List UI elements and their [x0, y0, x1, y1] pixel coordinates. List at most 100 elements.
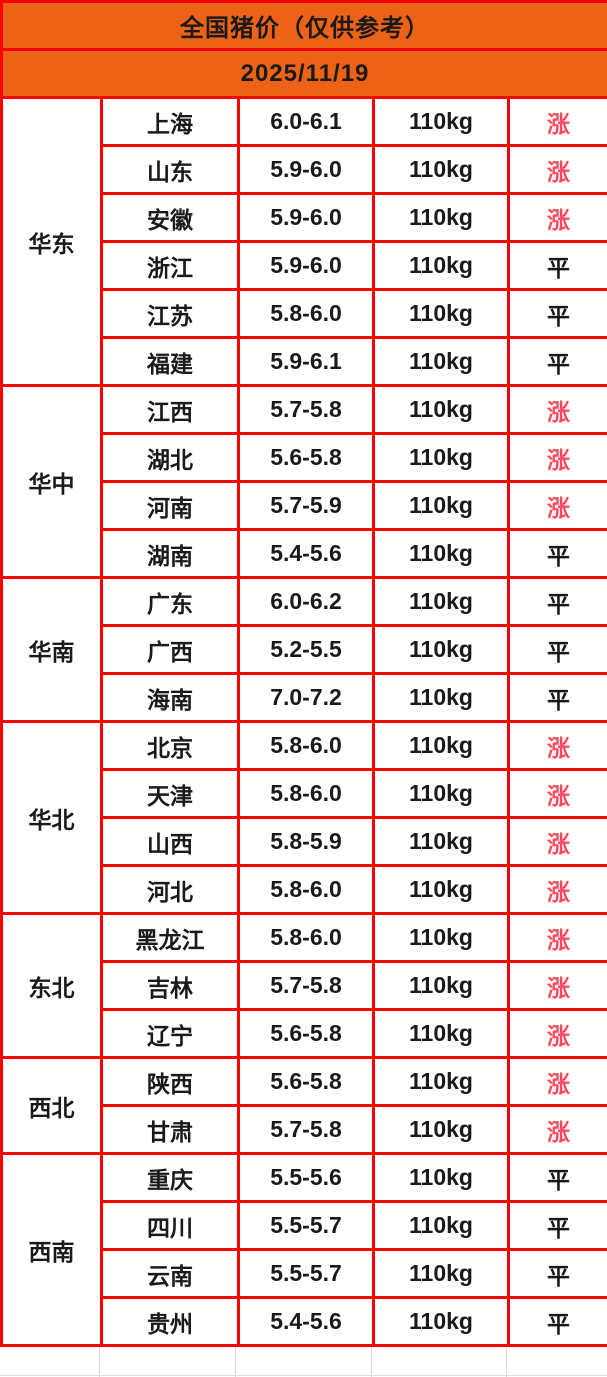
weight-cell: 110kg — [372, 240, 510, 291]
trend-cell: 涨 — [506, 384, 607, 435]
weight-cell: 110kg — [372, 1248, 510, 1299]
price-cell: 6.0-6.2 — [237, 576, 375, 627]
table-row: 广西 5.2-5.5 110kg 平 — [2, 624, 607, 675]
table-row: 海南 7.0-7.2 110kg 平 — [2, 672, 607, 723]
trend-cell: 涨 — [506, 96, 607, 147]
table-row: 辽宁 5.6-5.8 110kg 涨 — [2, 1008, 607, 1059]
province-cell: 福建 — [100, 336, 240, 387]
trend-cell: 涨 — [506, 1008, 607, 1059]
trend-cell: 涨 — [506, 768, 607, 819]
region-cell: 西南 — [0, 1152, 103, 1347]
price-cell: 5.7-5.9 — [237, 480, 375, 531]
trend-cell: 涨 — [506, 720, 607, 771]
price-cell: 5.8-6.0 — [237, 720, 375, 771]
province-cell: 广西 — [100, 624, 240, 675]
weight-cell: 110kg — [372, 720, 510, 771]
province-cell: 四川 — [100, 1200, 240, 1251]
trend-cell: 平 — [506, 624, 607, 675]
price-cell: 5.7-5.8 — [237, 384, 375, 435]
trend-cell: 平 — [506, 1152, 607, 1203]
price-cell: 5.8-5.9 — [237, 816, 375, 867]
weight-cell: 110kg — [372, 864, 510, 915]
trend-cell: 涨 — [506, 1104, 607, 1155]
table-row: 山西 5.8-5.9 110kg 涨 — [2, 816, 607, 867]
weight-cell: 110kg — [372, 1056, 510, 1107]
price-cell: 5.5-5.7 — [237, 1200, 375, 1251]
price-cell: 5.6-5.8 — [237, 1056, 375, 1107]
table-row: 云南 5.5-5.7 110kg 平 — [2, 1248, 607, 1299]
province-cell: 江西 — [100, 384, 240, 435]
trend-cell: 平 — [506, 528, 607, 579]
province-cell: 甘肃 — [100, 1104, 240, 1155]
table-row: 福建 5.9-6.1 110kg 平 — [2, 336, 607, 387]
region-cell: 华南 — [0, 576, 103, 723]
province-cell: 山东 — [100, 144, 240, 195]
weight-cell: 110kg — [372, 336, 510, 387]
province-cell: 浙江 — [100, 240, 240, 291]
trend-cell: 平 — [506, 240, 607, 291]
trend-cell: 涨 — [506, 864, 607, 915]
table-row: 湖南 5.4-5.6 110kg 平 — [2, 528, 607, 579]
table-row: 湖北 5.6-5.8 110kg 涨 — [2, 432, 607, 483]
province-cell: 河南 — [100, 480, 240, 531]
trend-cell: 平 — [506, 576, 607, 627]
price-cell: 5.5-5.7 — [237, 1248, 375, 1299]
trend-cell: 涨 — [506, 432, 607, 483]
province-cell: 贵州 — [100, 1296, 240, 1347]
table-row: 华中 江西 5.7-5.8 110kg 涨 — [0, 384, 607, 579]
province-cell: 北京 — [100, 720, 240, 771]
region-cell: 华北 — [0, 720, 103, 915]
gridline-horizontal — [0, 1375, 607, 1376]
weight-cell: 110kg — [372, 1152, 510, 1203]
table-row: 吉林 5.7-5.8 110kg 涨 — [2, 960, 607, 1011]
weight-cell: 110kg — [372, 960, 510, 1011]
province-cell: 江苏 — [100, 288, 240, 339]
province-cell: 山西 — [100, 816, 240, 867]
title-row: 全国猪价（仅供参考） — [0, 0, 607, 51]
weight-cell: 110kg — [372, 624, 510, 675]
weight-cell: 110kg — [372, 480, 510, 531]
province-cell: 吉林 — [100, 960, 240, 1011]
table-row: 西南 重庆 5.5-5.6 110kg 平 — [0, 1152, 607, 1347]
province-cell: 天津 — [100, 768, 240, 819]
trend-cell: 平 — [506, 336, 607, 387]
region-cell: 华中 — [0, 384, 103, 579]
price-cell: 5.7-5.8 — [237, 960, 375, 1011]
province-cell: 河北 — [100, 864, 240, 915]
table-row: 西北 陕西 5.6-5.8 110kg 涨 — [0, 1056, 607, 1155]
weight-cell: 110kg — [372, 192, 510, 243]
trend-cell: 涨 — [506, 144, 607, 195]
province-cell: 陕西 — [100, 1056, 240, 1107]
price-cell: 5.9-6.1 — [237, 336, 375, 387]
trend-cell: 涨 — [506, 1056, 607, 1107]
province-cell: 重庆 — [100, 1152, 240, 1203]
price-cell: 5.8-6.0 — [237, 288, 375, 339]
gridline-vertical — [235, 1347, 236, 1377]
price-cell: 5.8-6.0 — [237, 864, 375, 915]
weight-cell: 110kg — [372, 576, 510, 627]
table-row: 安徽 5.9-6.0 110kg 涨 — [2, 192, 607, 243]
trend-cell: 平 — [506, 1296, 607, 1347]
gridline-vertical — [99, 1347, 100, 1377]
price-cell: 7.0-7.2 — [237, 672, 375, 723]
price-table-body: 华东 上海 6.0-6.1 110kg 涨山东 5.9-6.0 110kg 涨安徽 5.9-6.… — [0, 96, 607, 1347]
table-row: 河南 5.7-5.9 110kg 涨 — [2, 480, 607, 531]
gridline-vertical — [371, 1347, 372, 1377]
table-row: 华北 北京 5.8-6.0 110kg 涨 — [0, 720, 607, 915]
price-cell: 5.9-6.0 — [237, 192, 375, 243]
table-row: 甘肃 5.7-5.8 110kg 涨 — [2, 1104, 607, 1155]
weight-cell: 110kg — [372, 1296, 510, 1347]
price-table: 全国猪价（仅供参考） 2025/11/19 华东 上海 6.0-6.1 110kg 涨山… — [0, 0, 607, 1347]
province-cell: 云南 — [100, 1248, 240, 1299]
weight-cell: 110kg — [372, 288, 510, 339]
table-row: 河北 5.8-6.0 110kg 涨 — [2, 864, 607, 915]
gridline-vertical — [506, 1347, 507, 1377]
trend-cell: 平 — [506, 288, 607, 339]
price-cell: 5.6-5.8 — [237, 1008, 375, 1059]
region-cell: 东北 — [0, 912, 103, 1059]
price-cell: 5.7-5.8 — [237, 1104, 375, 1155]
region-cell: 西北 — [0, 1056, 103, 1155]
table-title: 全国猪价（仅供参考） — [0, 0, 607, 51]
table-row: 华东 上海 6.0-6.1 110kg 涨 — [0, 96, 607, 387]
province-cell: 海南 — [100, 672, 240, 723]
